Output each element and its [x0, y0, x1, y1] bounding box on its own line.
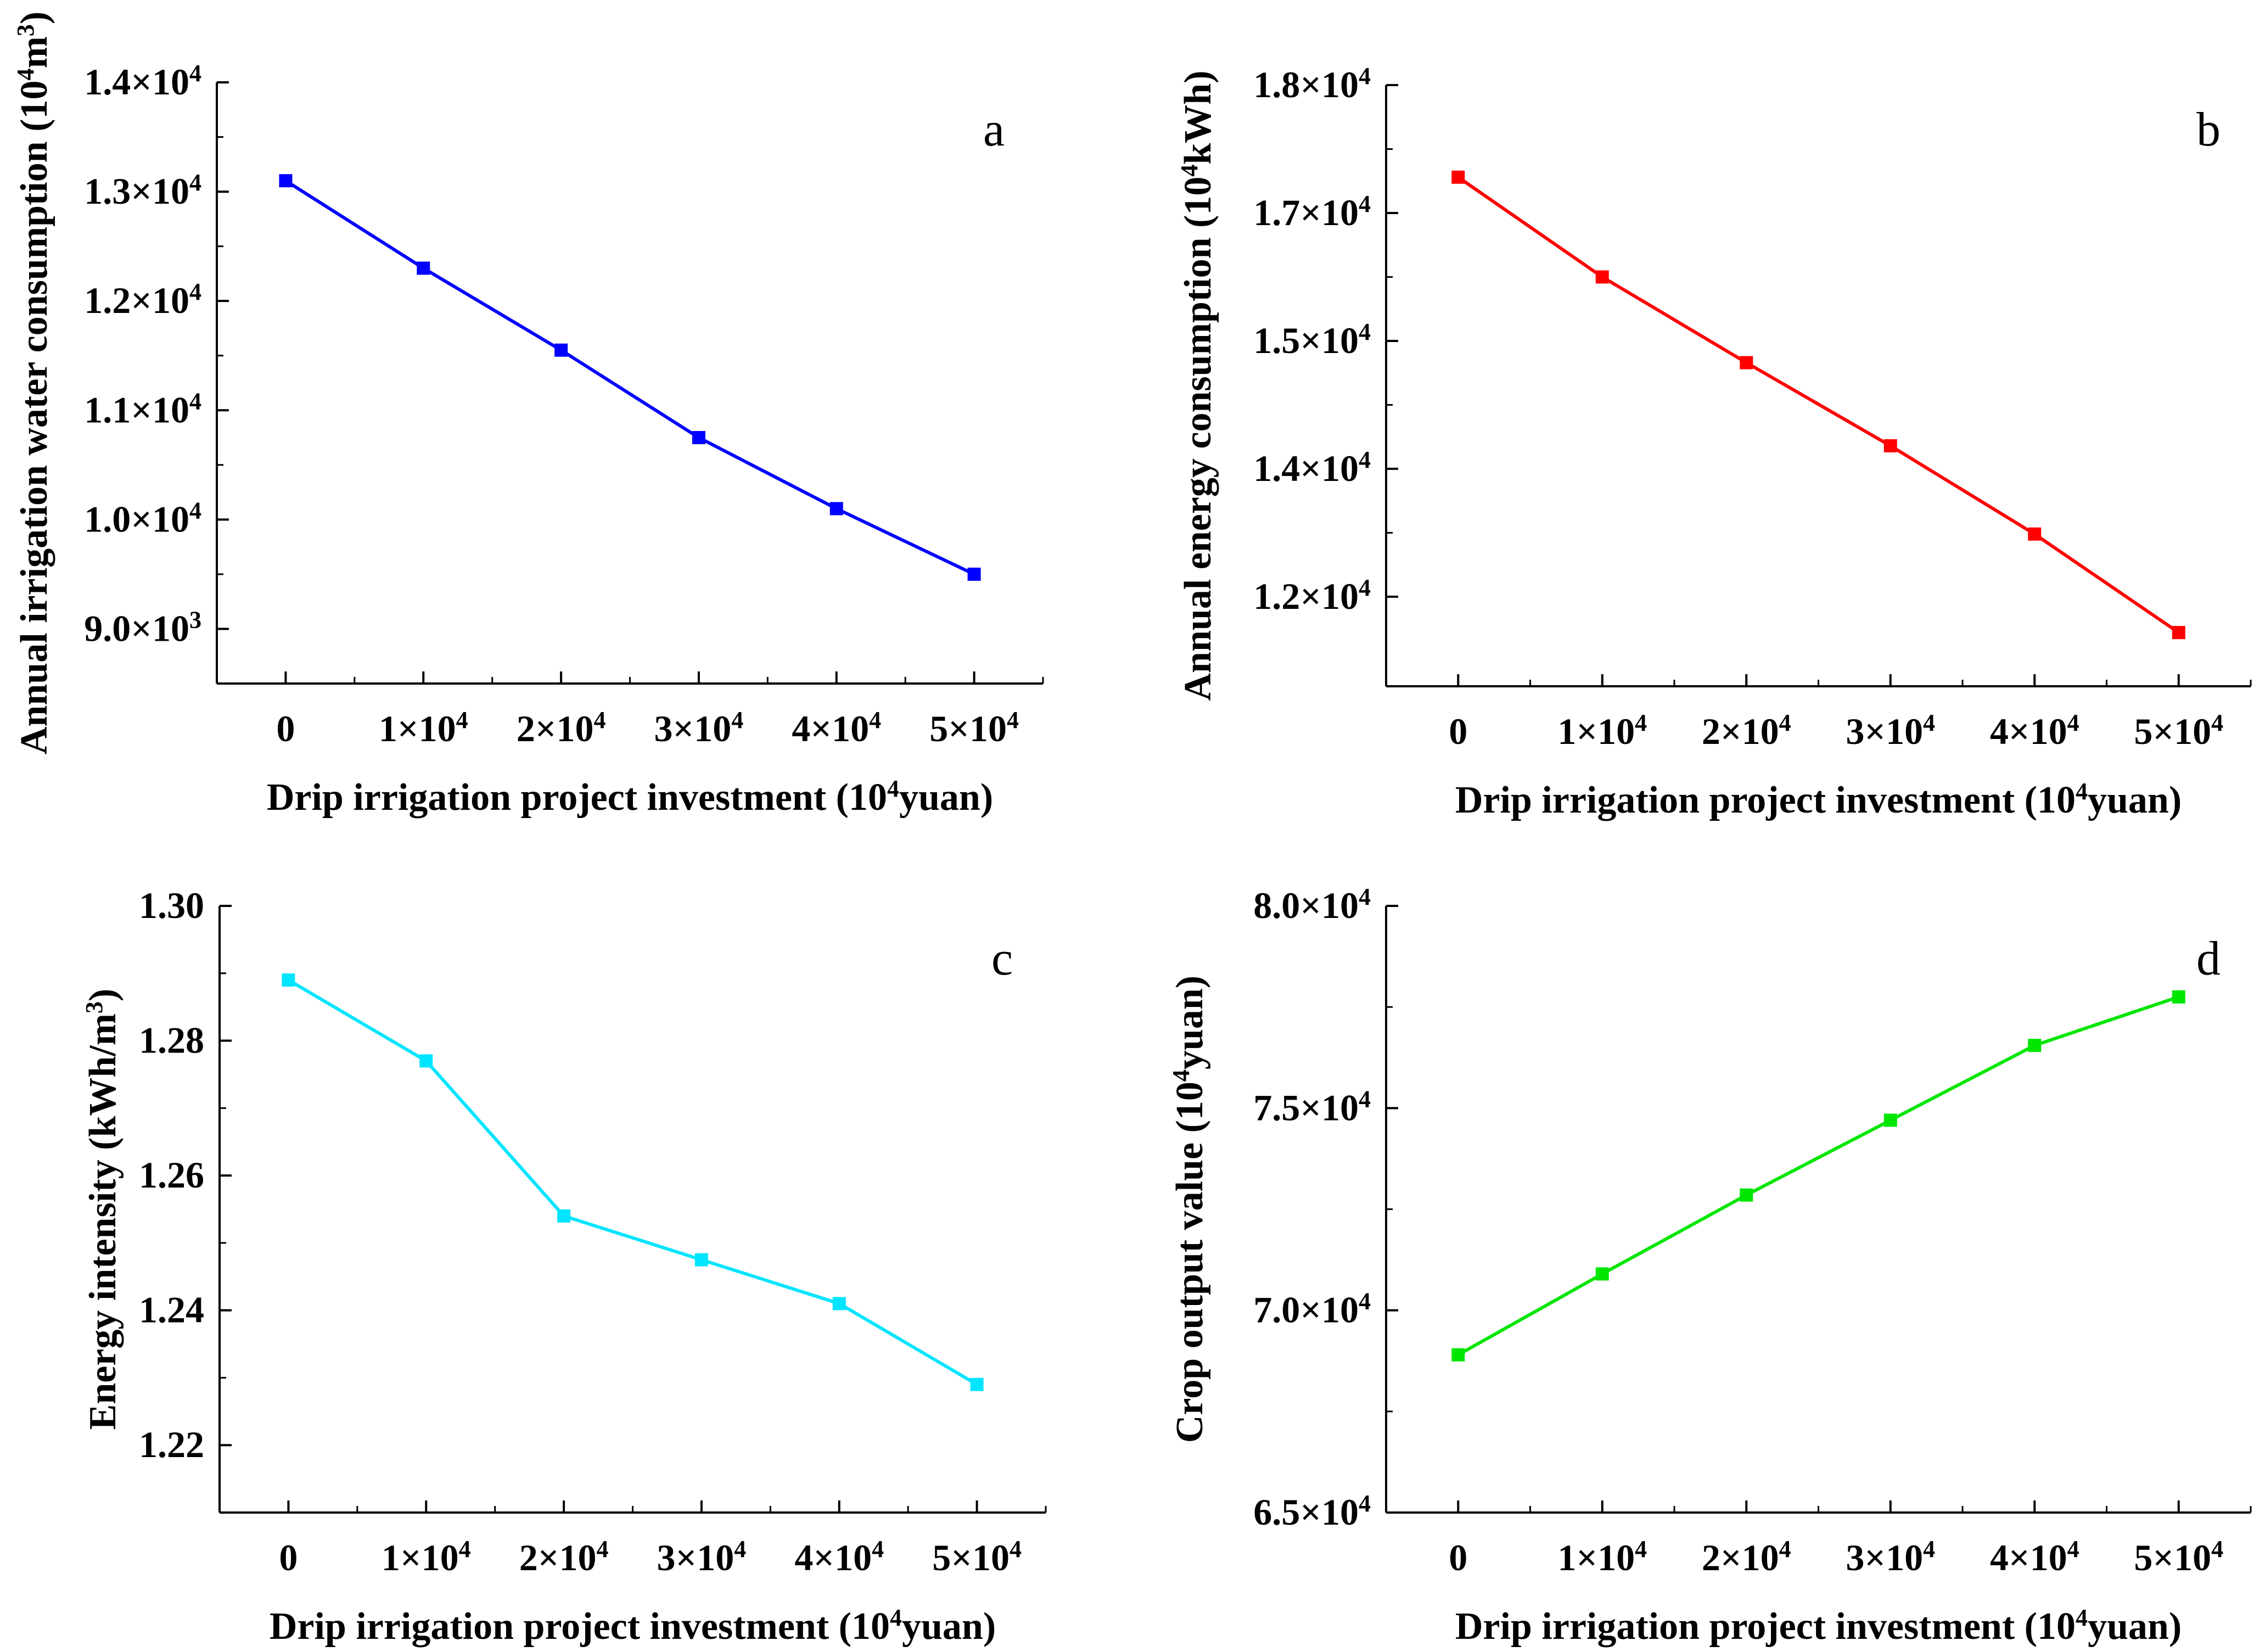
panel-b: 1.2×104 1.4×104 1.5×104 1.7×104 1.8×104 0 1×10… — [1176, 63, 2252, 822]
data-point — [1451, 170, 1465, 184]
panel-letter: b — [2196, 103, 2221, 156]
y-tick-label: 7.5×104 — [1253, 1085, 1371, 1129]
x-tick-label: 2×104 — [1702, 1536, 1791, 1579]
data-point — [1740, 356, 1753, 369]
y-axis-title: Crop output value (104yuan) — [1168, 976, 1212, 1443]
x-tick-label: 1×104 — [382, 1536, 471, 1579]
y-tick-label: 6.5×104 — [1253, 1490, 1371, 1533]
y-tick-label: 1.2×104 — [1253, 574, 1371, 617]
y-axis-title: Annual energy consumption (104kWh) — [1176, 70, 1220, 701]
series-line — [287, 978, 978, 1386]
panel-d: 6.5×104 7.0×104 7.5×104 8.0×104 0 1×104 2×104 3… — [1168, 883, 2252, 1648]
data-point — [1595, 270, 1609, 284]
data-point — [692, 431, 705, 445]
x-tick-label: 3×104 — [1846, 1536, 1935, 1579]
panel-letter: d — [2196, 932, 2221, 985]
data-point — [1595, 1267, 1609, 1281]
series-line — [1457, 995, 2179, 1357]
x-tick-label: 0 — [276, 708, 295, 749]
y-tick-label: 1.8×104 — [1253, 63, 1371, 106]
y-tick-label: 1.28 — [139, 1020, 204, 1061]
panel-c: 1.22 1.24 1.26 1.28 1.30 0 1×104 2×104 3×104 4×10… — [81, 884, 1047, 1648]
x-tick-label: 1×104 — [379, 707, 468, 750]
data-point — [554, 343, 568, 357]
y-tick-label: 1.3×104 — [84, 169, 201, 212]
data-point — [967, 567, 981, 581]
y-tick-label: 1.2×104 — [84, 278, 201, 322]
data-point — [2172, 626, 2185, 640]
x-tick-label: 4×104 — [794, 1536, 884, 1579]
y-tick-label: 7.0×104 — [1253, 1287, 1371, 1331]
data-point — [829, 502, 843, 516]
x-tick-label: 5×104 — [2134, 1536, 2223, 1579]
data-point — [279, 174, 293, 188]
x-tick-label: 5×104 — [2134, 709, 2223, 753]
panel-a: 9.0×103 1.0×104 1.1×104 1.2×104 1.3×104 1.4×1… — [12, 12, 1044, 819]
x-axis-title: Drip irrigation project investment (104y… — [267, 775, 993, 819]
x-tick-label: 1×104 — [1557, 709, 1647, 753]
x-tick-label: 3×104 — [1846, 709, 1935, 753]
y-tick-label: 8.0×104 — [1253, 883, 1371, 927]
data-point — [417, 261, 430, 275]
data-point — [1451, 1348, 1465, 1362]
x-tick-label: 0 — [1449, 710, 1467, 752]
x-tick-label: 0 — [279, 1537, 298, 1578]
data-point — [1883, 1113, 1897, 1127]
x-tick-label: 2×104 — [519, 1536, 609, 1579]
x-tick-label: 4×104 — [1990, 1536, 2079, 1579]
x-tick-label: 1×104 — [1557, 1536, 1647, 1579]
x-tick-label: 4×104 — [1990, 709, 2079, 753]
data-point — [694, 1253, 708, 1267]
y-tick-label: 1.26 — [139, 1154, 204, 1196]
x-axis-title: Drip irrigation project investment (104y… — [1455, 1604, 2182, 1648]
data-point — [970, 1377, 984, 1391]
y-tick-label: 1.30 — [139, 884, 204, 926]
y-axis-title: Energy intensity (kWh/m3) — [81, 989, 125, 1430]
y-axis-title: Annual irrigation water consumption (104… — [12, 12, 56, 754]
x-tick-label: 4×104 — [792, 707, 881, 750]
data-point — [1883, 439, 1897, 452]
y-tick-label: 1.7×104 — [1253, 190, 1371, 233]
y-tick-label: 1.4×104 — [1253, 446, 1371, 489]
data-point — [832, 1297, 846, 1311]
series-line — [284, 179, 975, 576]
panel-letter: a — [983, 103, 1005, 156]
x-tick-label: 2×104 — [517, 707, 606, 750]
data-point — [282, 973, 295, 987]
data-point — [2028, 527, 2042, 541]
data-point — [2172, 990, 2185, 1004]
panel-letter: c — [991, 932, 1013, 985]
data-point — [1740, 1188, 1753, 1202]
data-point — [2028, 1039, 2042, 1052]
data-point — [419, 1054, 433, 1068]
x-axis-title: Drip irrigation project investment (104y… — [270, 1604, 996, 1648]
series-line — [1457, 176, 2180, 634]
y-tick-label: 1.0×104 — [84, 497, 201, 540]
y-tick-label: 1.24 — [139, 1289, 204, 1331]
x-tick-label: 0 — [1449, 1537, 1467, 1578]
x-tick-label: 3×104 — [654, 707, 744, 750]
y-tick-label: 1.1×104 — [84, 388, 201, 431]
x-tick-label: 2×104 — [1702, 709, 1791, 753]
y-tick-label: 1.5×104 — [1253, 318, 1371, 361]
data-point — [557, 1209, 571, 1223]
y-tick-label: 1.22 — [139, 1424, 204, 1465]
x-tick-label: 5×104 — [929, 707, 1019, 750]
x-axis-title: Drip irrigation project investment (104y… — [1455, 778, 2182, 822]
y-tick-label: 1.4×104 — [84, 60, 201, 103]
x-tick-label: 3×104 — [657, 1536, 747, 1579]
x-tick-label: 5×104 — [932, 1536, 1022, 1579]
y-tick-label: 9.0×103 — [84, 606, 201, 649]
